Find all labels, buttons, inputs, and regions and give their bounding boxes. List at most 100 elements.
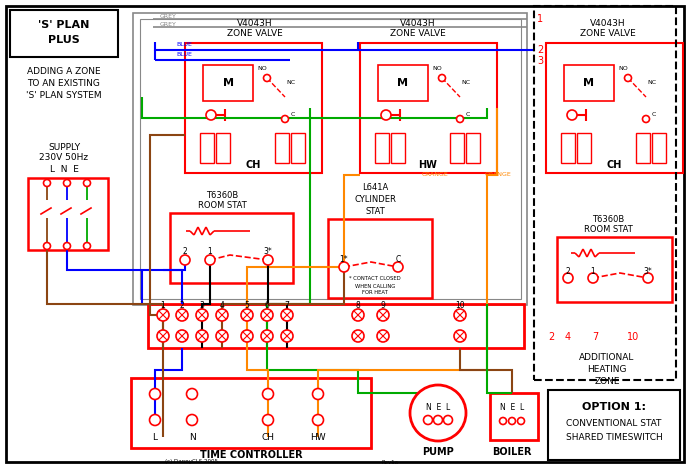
Circle shape — [439, 74, 446, 81]
Text: C: C — [466, 112, 470, 117]
Text: 3*: 3* — [264, 248, 273, 256]
Text: NO: NO — [257, 66, 267, 71]
Bar — [391, 133, 405, 163]
Circle shape — [180, 255, 190, 265]
Circle shape — [624, 74, 631, 81]
Text: 7: 7 — [284, 301, 289, 310]
Text: 10: 10 — [627, 332, 639, 342]
Text: HW: HW — [419, 160, 437, 170]
Circle shape — [282, 116, 288, 123]
Bar — [636, 133, 650, 163]
Circle shape — [83, 180, 90, 187]
Text: 4: 4 — [219, 301, 224, 310]
Circle shape — [216, 330, 228, 342]
Text: NO: NO — [432, 66, 442, 71]
Bar — [490, 393, 538, 440]
Circle shape — [83, 242, 90, 249]
Bar — [131, 378, 371, 448]
Text: BOILER: BOILER — [492, 447, 532, 457]
Text: 'S' PLAN SYSTEM: 'S' PLAN SYSTEM — [26, 92, 102, 101]
Bar — [275, 133, 289, 163]
Circle shape — [352, 330, 364, 342]
Text: PLUS: PLUS — [48, 35, 80, 45]
Circle shape — [588, 273, 598, 283]
Text: 2: 2 — [183, 248, 188, 256]
Text: FOR HEAT: FOR HEAT — [362, 290, 388, 294]
Text: ROOM STAT: ROOM STAT — [197, 202, 246, 211]
Text: CYLINDER: CYLINDER — [354, 196, 396, 205]
Text: 2: 2 — [566, 266, 571, 276]
Text: HEATING: HEATING — [587, 366, 627, 374]
Circle shape — [281, 309, 293, 321]
Text: L641A: L641A — [362, 183, 388, 192]
Text: 2: 2 — [179, 301, 184, 310]
Circle shape — [263, 255, 273, 265]
Circle shape — [205, 255, 215, 265]
Circle shape — [206, 110, 216, 120]
Circle shape — [43, 180, 50, 187]
Text: CH: CH — [262, 432, 275, 441]
Circle shape — [377, 309, 389, 321]
Text: STAT: STAT — [365, 207, 385, 217]
Bar — [185, 43, 322, 173]
Circle shape — [444, 416, 453, 424]
Circle shape — [313, 388, 324, 400]
Bar — [148, 304, 524, 348]
Text: 2: 2 — [537, 45, 543, 55]
Text: L  N  E: L N E — [50, 166, 79, 175]
Bar — [577, 133, 591, 163]
Text: HW: HW — [310, 432, 326, 441]
Text: GREY: GREY — [160, 22, 177, 28]
Circle shape — [433, 416, 442, 424]
Bar — [170, 213, 293, 283]
Text: 1: 1 — [537, 14, 543, 24]
Text: 1: 1 — [161, 301, 166, 310]
Bar — [291, 133, 305, 163]
Text: * CONTACT CLOSED: * CONTACT CLOSED — [349, 276, 401, 280]
Bar — [378, 65, 428, 101]
Text: OPTION 1:: OPTION 1: — [582, 402, 646, 412]
Circle shape — [339, 262, 349, 272]
Circle shape — [262, 388, 273, 400]
Text: ORANGE: ORANGE — [422, 173, 448, 177]
Text: ZONE VALVE: ZONE VALVE — [580, 29, 636, 38]
Text: NC: NC — [647, 80, 657, 86]
Text: CONVENTIONAL STAT: CONVENTIONAL STAT — [566, 419, 662, 429]
Circle shape — [196, 309, 208, 321]
Bar — [10, 10, 118, 57]
Text: 9: 9 — [381, 301, 386, 310]
Text: NC: NC — [286, 80, 295, 86]
Text: BLUE: BLUE — [176, 52, 192, 58]
Text: C: C — [395, 256, 401, 264]
Circle shape — [157, 330, 169, 342]
Text: 5: 5 — [244, 301, 250, 310]
Circle shape — [500, 417, 506, 424]
Circle shape — [410, 385, 466, 441]
Text: 'S' PLAN: 'S' PLAN — [39, 20, 90, 30]
Circle shape — [454, 309, 466, 321]
Text: L: L — [152, 432, 157, 441]
Bar — [466, 133, 480, 163]
Text: ROOM STAT: ROOM STAT — [584, 226, 632, 234]
Text: V4043H: V4043H — [237, 20, 273, 29]
Circle shape — [313, 415, 324, 425]
Circle shape — [454, 330, 466, 342]
Circle shape — [241, 309, 253, 321]
Bar — [652, 133, 666, 163]
Text: Rev1a: Rev1a — [382, 460, 399, 465]
Circle shape — [186, 415, 197, 425]
Text: 3: 3 — [199, 301, 204, 310]
Bar — [564, 65, 614, 101]
Circle shape — [264, 74, 270, 81]
Text: (c) DannyCLS 2005: (c) DannyCLS 2005 — [165, 460, 218, 465]
Circle shape — [262, 415, 273, 425]
Text: 10: 10 — [455, 301, 465, 310]
Text: NO: NO — [618, 66, 628, 71]
Bar — [200, 133, 214, 163]
Bar — [548, 390, 680, 460]
Text: ADDING A ZONE: ADDING A ZONE — [27, 67, 101, 76]
Circle shape — [642, 116, 649, 123]
Circle shape — [381, 110, 391, 120]
Text: M: M — [584, 78, 595, 88]
Text: 6: 6 — [264, 301, 269, 310]
